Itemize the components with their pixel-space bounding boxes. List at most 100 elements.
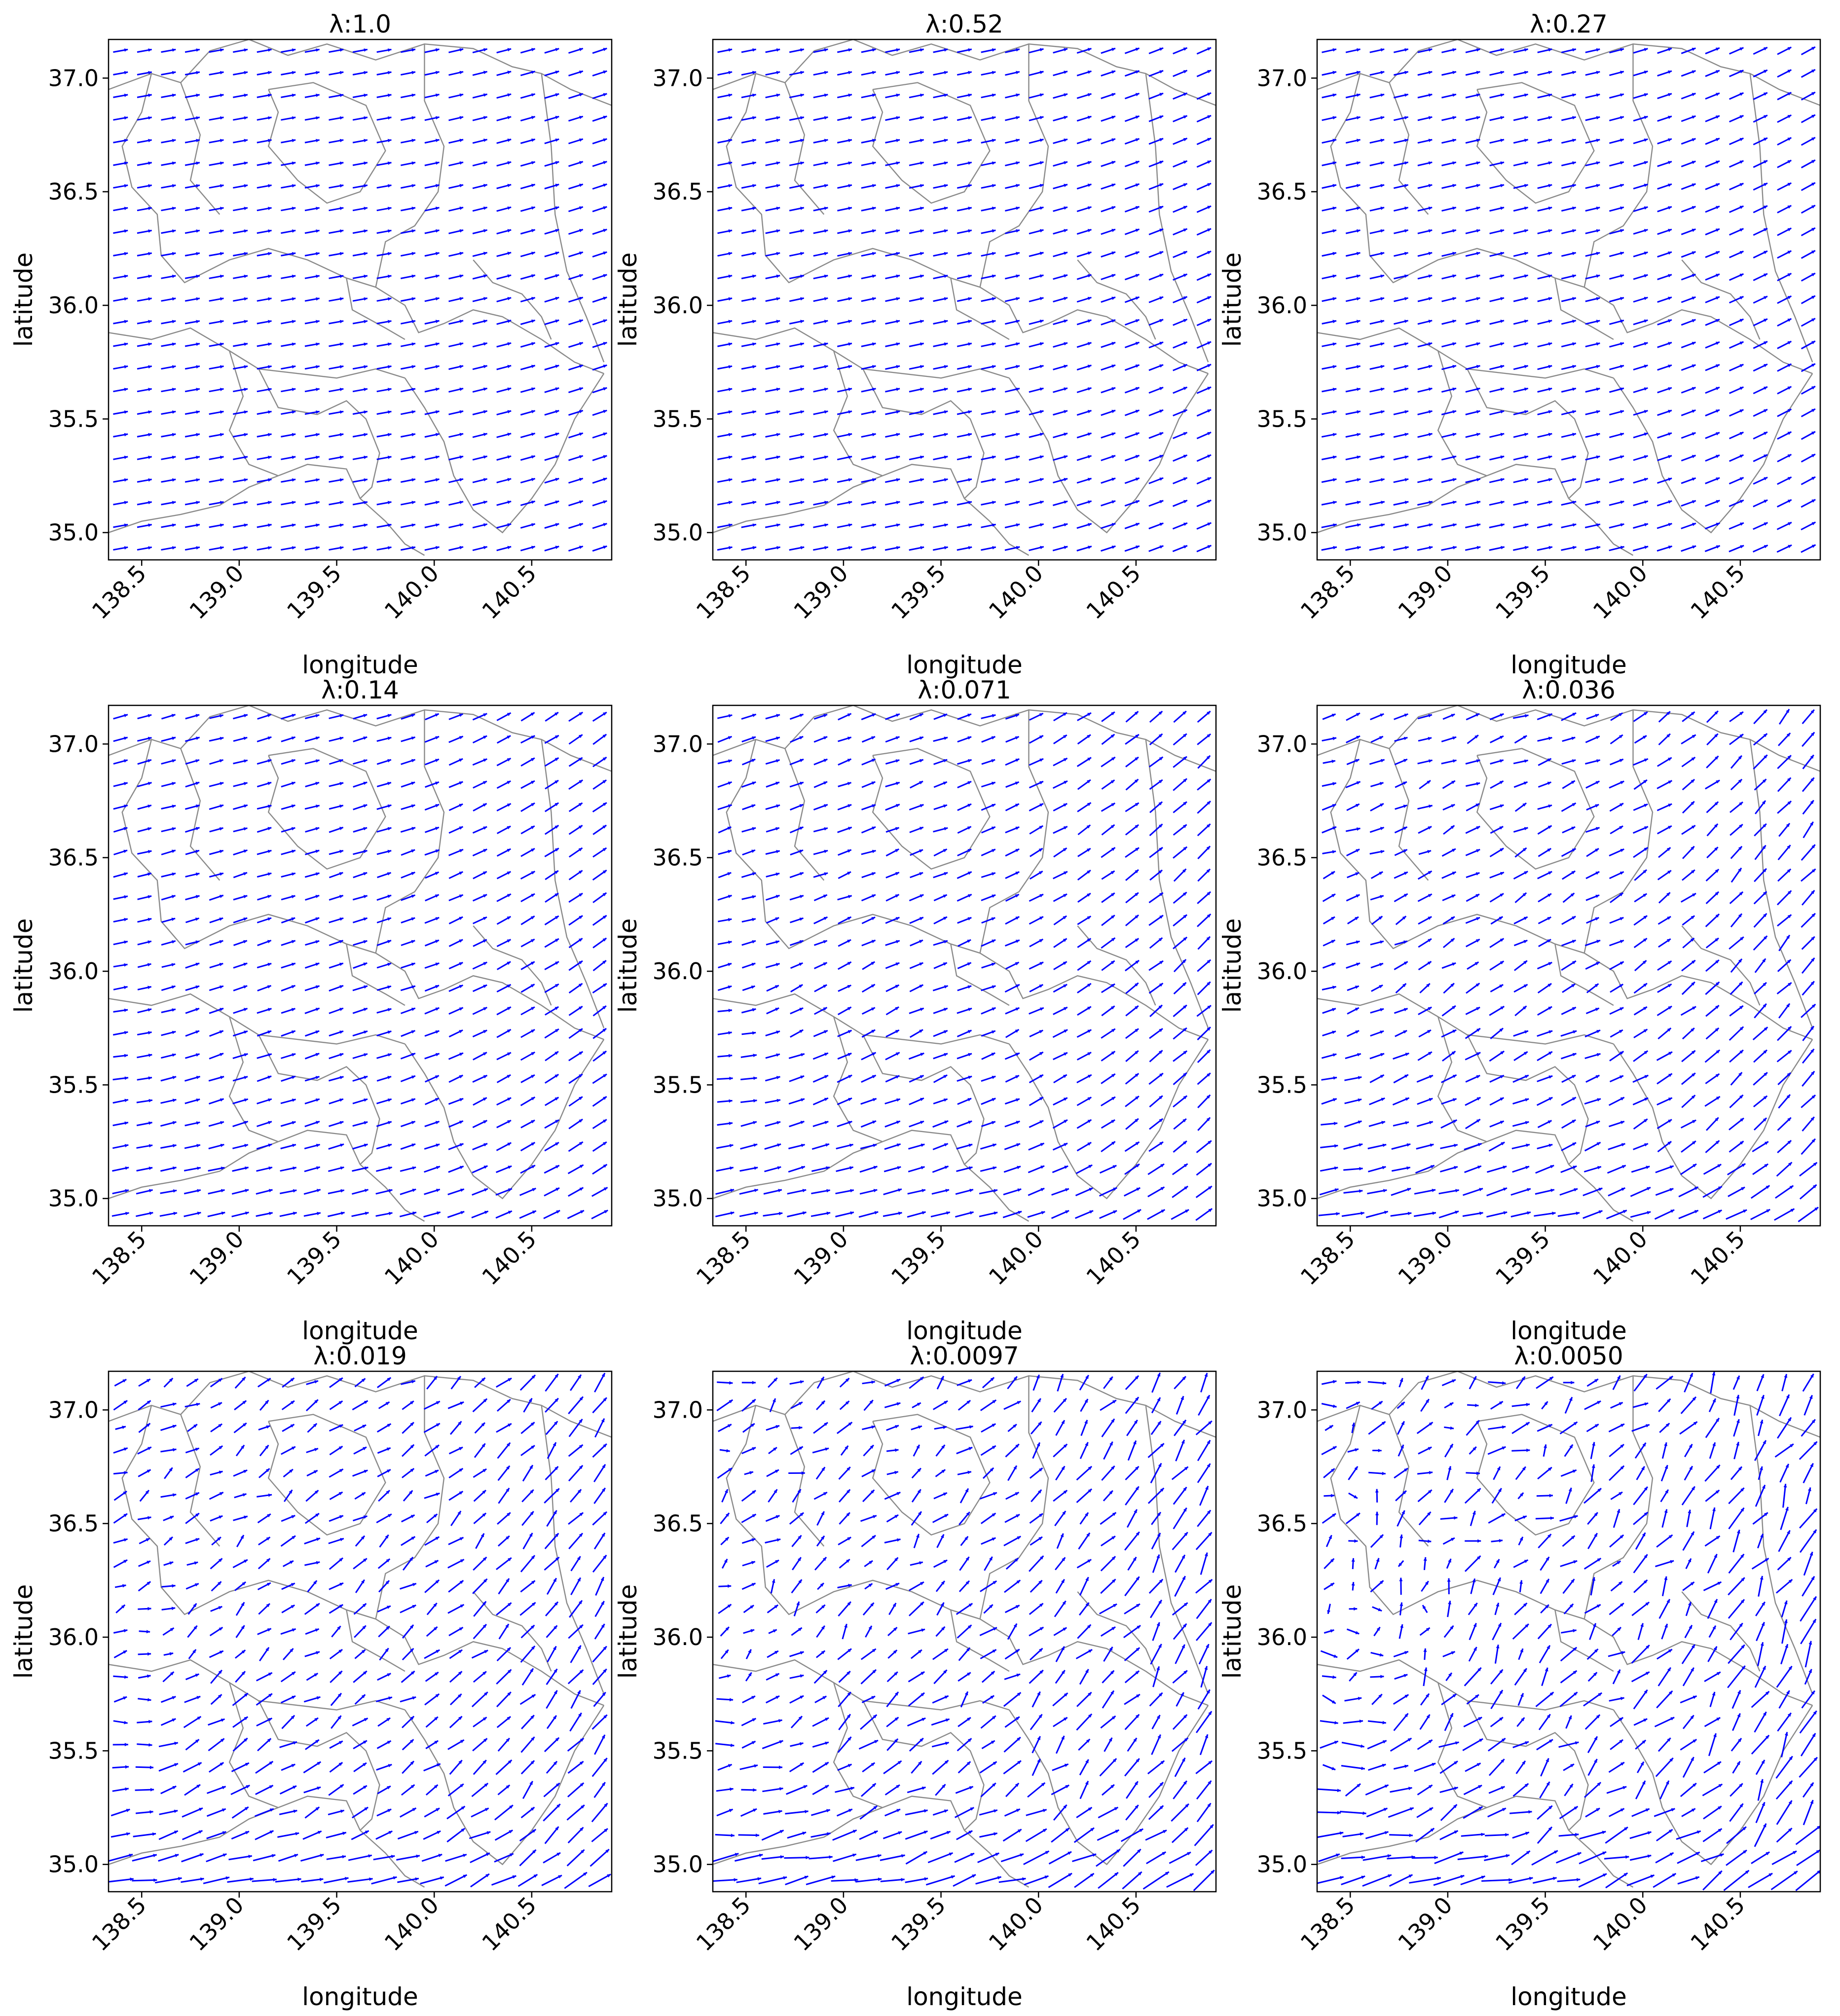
wind-arrow	[472, 116, 488, 121]
wind-arrow	[424, 962, 440, 969]
wind-arrow	[496, 1142, 512, 1151]
wind-arrow	[766, 827, 780, 833]
wind-arrow	[909, 365, 924, 370]
wind-arrow	[351, 1830, 369, 1840]
wind-arrow	[210, 1378, 223, 1388]
wind-arrow	[376, 736, 392, 742]
wind-arrow	[861, 1535, 876, 1547]
wind-arrow	[1610, 758, 1624, 766]
wind-arrow	[1537, 1424, 1553, 1432]
wind-arrow	[1007, 1623, 1018, 1640]
wind-arrow	[160, 1076, 177, 1082]
wind-arrow	[1124, 522, 1140, 529]
wind-arrow	[884, 1492, 901, 1500]
wind-arrow	[739, 1764, 758, 1770]
wind-arrow	[375, 1696, 393, 1702]
wind-arrow	[281, 546, 296, 551]
wind-arrow	[913, 1534, 920, 1548]
wind-arrow	[833, 1853, 857, 1862]
wind-arrow	[206, 1808, 226, 1817]
wind-arrow	[235, 1671, 246, 1683]
wind-arrow	[494, 1853, 514, 1863]
wind-arrow	[1413, 1211, 1436, 1217]
map-area	[1317, 39, 1820, 556]
wind-arrow	[232, 1716, 249, 1728]
wind-arrow	[1537, 365, 1552, 370]
y-tick-label: 36.0	[653, 958, 703, 985]
wind-arrow	[981, 1121, 996, 1127]
wind-arrow	[375, 1189, 393, 1195]
wind-arrow	[909, 501, 924, 506]
wind-arrow	[811, 1166, 830, 1172]
wind-arrow	[980, 1782, 996, 1797]
wind-arrow	[1682, 711, 1695, 722]
wind-arrow	[1152, 1622, 1160, 1641]
wind-arrow	[741, 139, 756, 144]
wind-arrow	[741, 501, 757, 506]
wind-arrow	[1730, 1072, 1743, 1086]
wind-arrow	[473, 780, 487, 789]
wind-arrow	[1173, 1780, 1188, 1799]
wind-arrow	[304, 1030, 320, 1037]
wind-arrow	[376, 455, 392, 460]
wind-arrow	[253, 1854, 276, 1862]
wind-arrow	[520, 523, 536, 529]
wind-arrow	[1636, 1466, 1645, 1480]
region-boundary-9	[258, 368, 380, 499]
wind-arrow	[933, 1053, 948, 1060]
wind-arrow	[160, 1785, 177, 1795]
wind-arrow	[1489, 274, 1505, 280]
wind-arrow	[955, 1786, 974, 1794]
wind-arrow	[541, 1874, 562, 1886]
wind-arrow	[473, 1759, 487, 1775]
wind-arrow	[1585, 827, 1600, 833]
wind-arrow	[1560, 1647, 1578, 1662]
wind-arrow	[352, 1166, 368, 1172]
wind-arrow	[1679, 1421, 1698, 1435]
region-boundary-14	[1681, 925, 1761, 1006]
wind-arrow	[1441, 1379, 1456, 1387]
wind-arrow	[424, 916, 440, 924]
wind-arrow	[448, 93, 464, 99]
wind-arrow	[402, 1760, 415, 1774]
wind-arrow	[1801, 318, 1816, 327]
wind-arrow	[306, 1380, 319, 1385]
wind-arrow	[424, 1143, 440, 1150]
wind-arrow	[329, 274, 344, 279]
wind-arrow	[981, 161, 996, 166]
region-boundary-16	[1554, 944, 1614, 1006]
wind-arrow	[137, 342, 152, 347]
wind-arrow	[184, 455, 200, 460]
region-boundary-4	[267, 82, 386, 204]
wind-arrow	[1563, 1763, 1575, 1771]
wind-arrow	[1489, 71, 1505, 76]
wind-arrow	[326, 1855, 346, 1860]
wind-arrow	[522, 1532, 533, 1550]
wind-arrow	[352, 365, 368, 370]
wind-arrow	[1729, 205, 1744, 213]
wind-arrow	[880, 1878, 905, 1882]
wind-arrow	[838, 713, 852, 721]
wind-arrow	[1442, 780, 1456, 789]
wind-arrow	[400, 1807, 417, 1818]
wind-arrow	[957, 206, 972, 212]
wind-arrow	[1322, 713, 1336, 720]
wind-arrow	[1465, 161, 1480, 167]
wind-arrow	[1441, 320, 1457, 325]
wind-arrow	[1489, 804, 1504, 810]
wind-arrow	[717, 139, 733, 144]
wind-arrow	[354, 1424, 367, 1431]
wind-arrow	[377, 1558, 391, 1569]
wind-arrow	[376, 342, 392, 347]
wind-arrow	[789, 455, 805, 461]
wind-arrow	[1609, 961, 1624, 970]
wind-arrow	[1124, 92, 1140, 100]
wind-arrow	[1610, 892, 1624, 903]
wind-arrow	[861, 1052, 877, 1061]
wind-arrow	[813, 161, 828, 166]
wind-arrow	[474, 1422, 486, 1434]
wind-arrow	[1726, 1849, 1747, 1866]
wind-arrow	[1101, 115, 1116, 122]
wind-arrow	[1657, 409, 1672, 416]
wind-arrow	[282, 1424, 295, 1432]
